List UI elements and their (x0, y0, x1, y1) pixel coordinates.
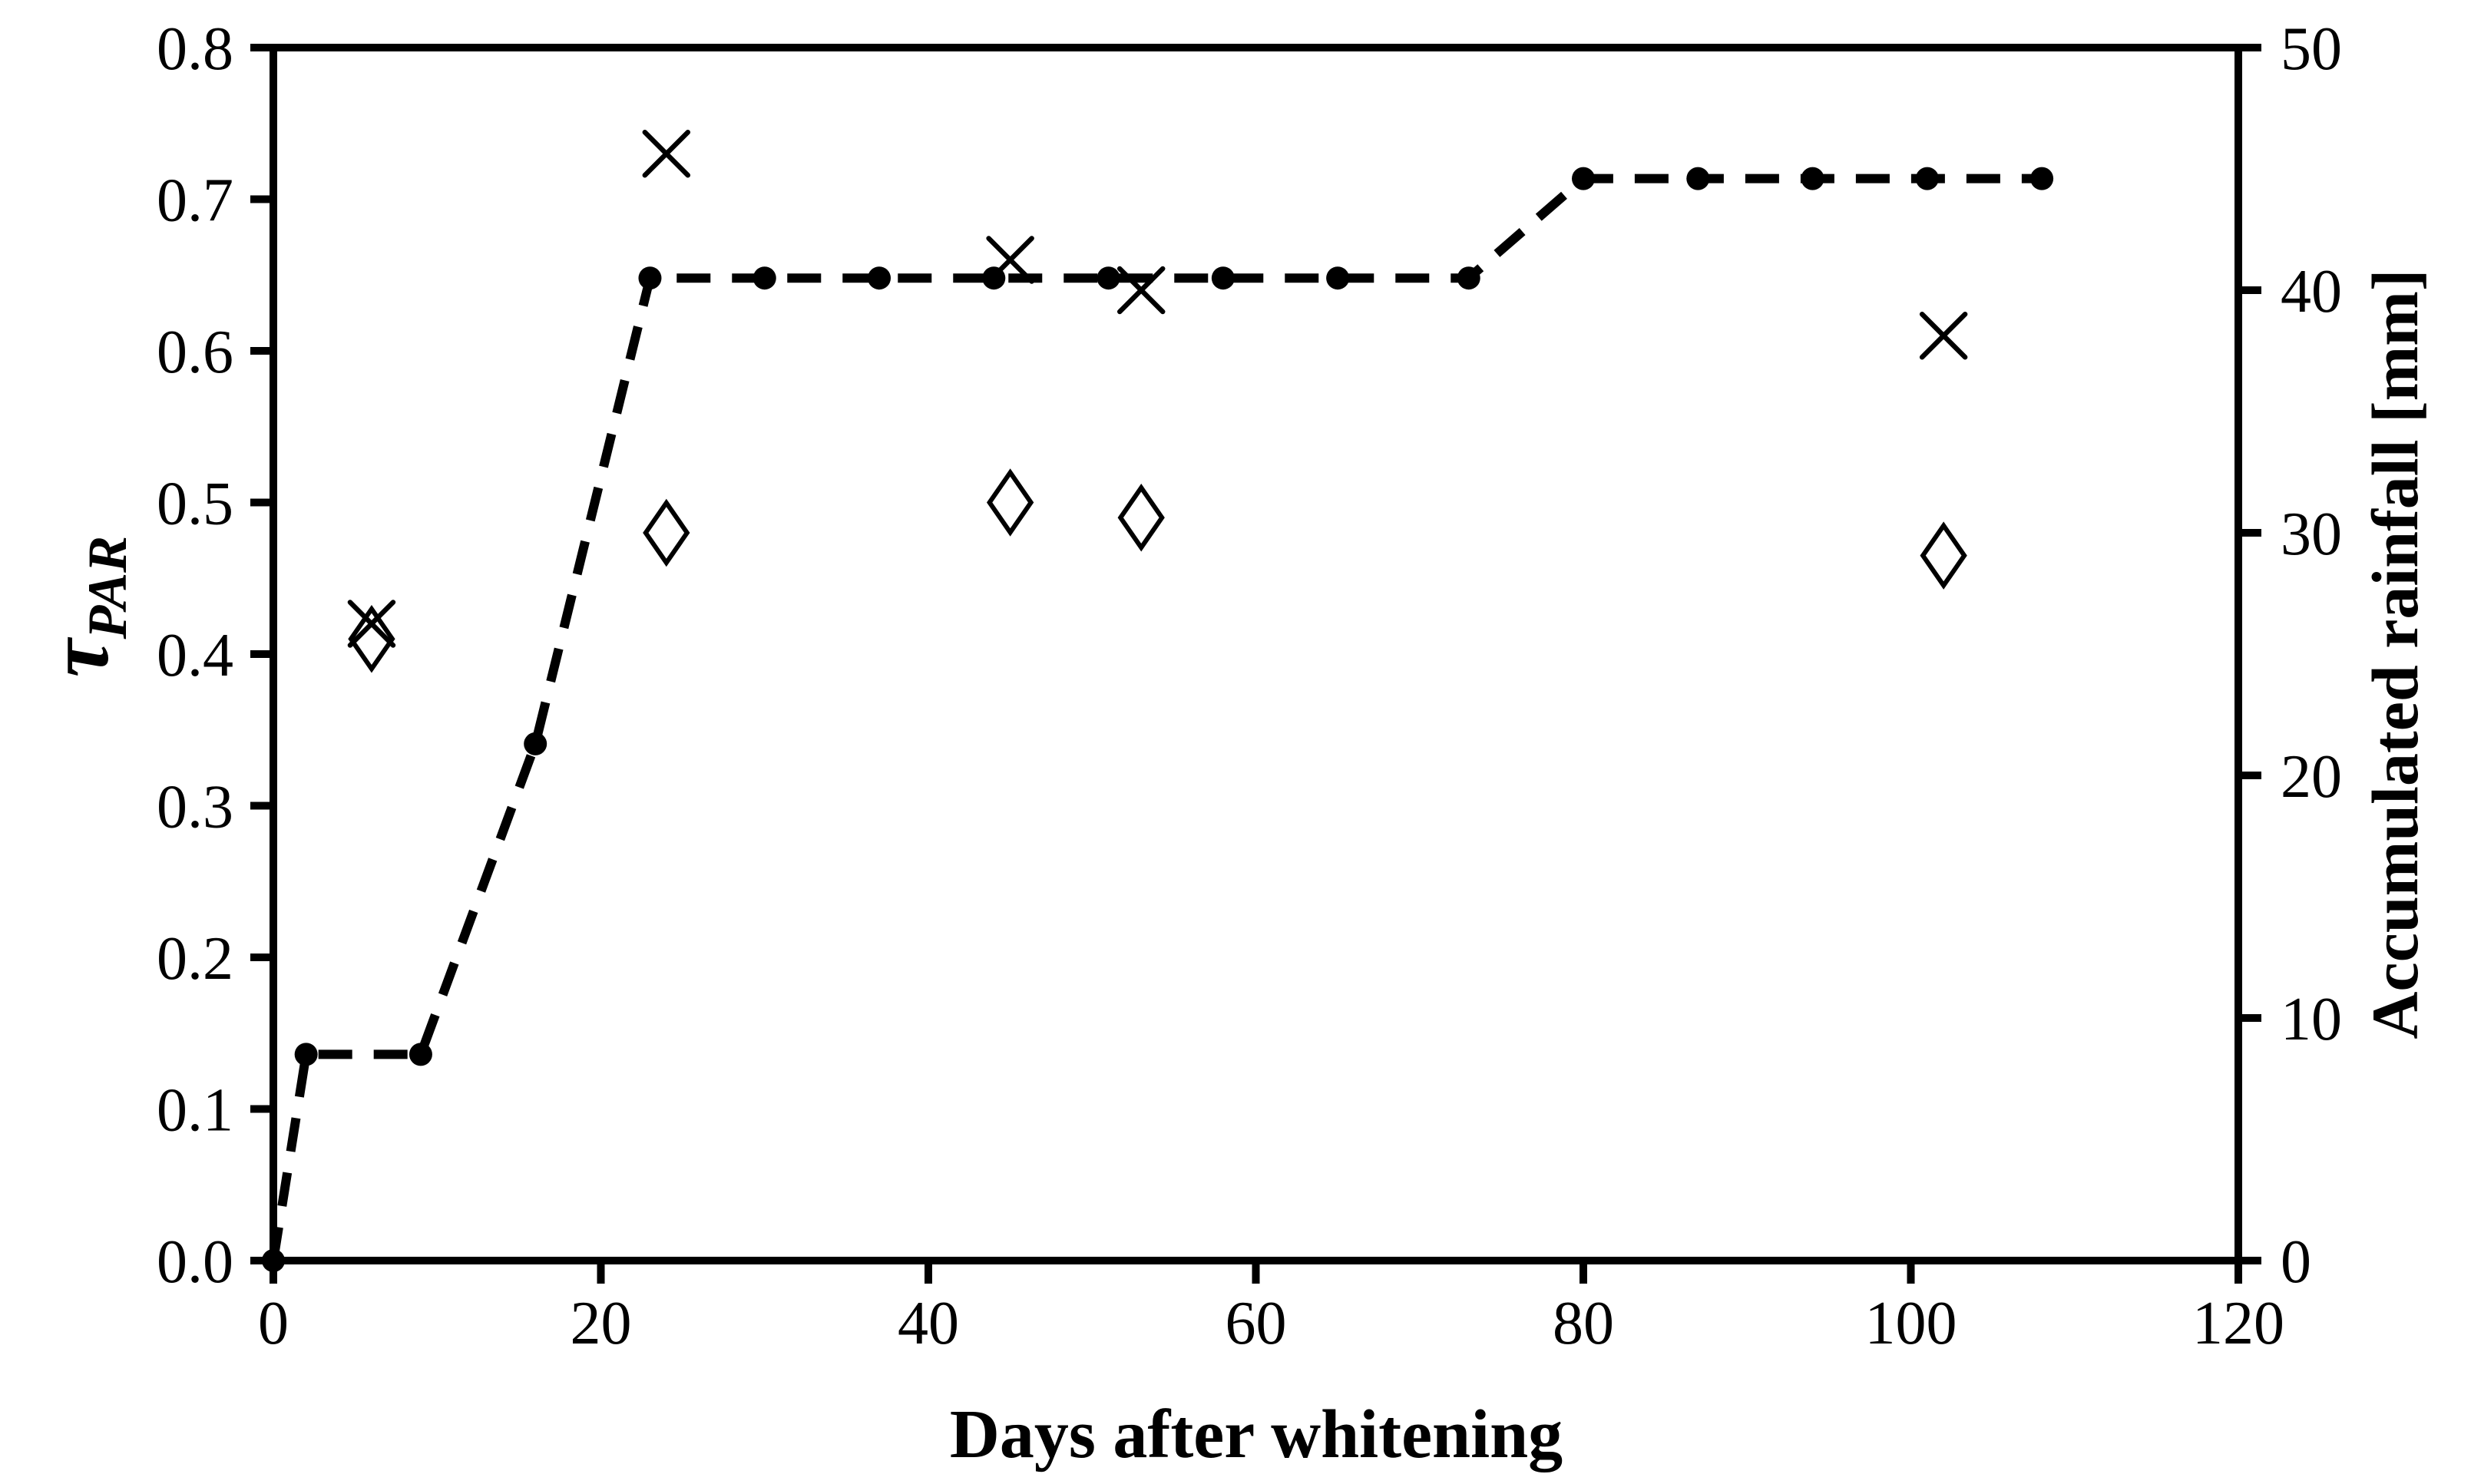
rainfall-marker (524, 732, 547, 755)
tau-diamond-marker (986, 468, 1034, 537)
right-tick-label: 40 (2281, 258, 2342, 326)
tau-diamond-marker (1117, 483, 1165, 552)
tau-diamond-marker (348, 604, 395, 673)
left-tick-label: 0.3 (157, 774, 233, 841)
left-axis-ticks: 0.0 0.1 0.2 0.3 0.4 0.5 0.6 0.7 0.8 (157, 15, 273, 1296)
tau-diamond-marker (643, 498, 690, 567)
left-tick-label: 0.0 (157, 1228, 233, 1296)
left-axis-title-symbol: τ (31, 636, 127, 677)
rainfall-marker (1097, 266, 1120, 290)
rainfall-marker (294, 1043, 318, 1066)
rainfall-marker (1915, 167, 1939, 190)
x-tick-label: 120 (2192, 1290, 2284, 1357)
right-tick-label: 50 (2281, 15, 2342, 83)
tau-x-marker (642, 130, 691, 178)
rainfall-marker (409, 1043, 432, 1066)
tau-x-marker (347, 600, 396, 648)
x-tick-label: 0 (258, 1290, 289, 1357)
x-axis-ticks: 0 20 40 60 80 100 120 (258, 1261, 2284, 1357)
rainfall-marker (1572, 167, 1595, 190)
rainfall-series (262, 167, 2054, 1272)
rainfall-marker (868, 266, 891, 290)
rainfall-marker (638, 266, 662, 290)
tau-x-marker (1116, 266, 1166, 315)
tau-x-marker (986, 236, 1034, 284)
rainfall-marker (1457, 266, 1480, 290)
tau-diamond-marker (1920, 521, 1967, 590)
plot-frame (270, 44, 2242, 1264)
rainfall-marker (2030, 167, 2054, 190)
left-tick-label: 0.4 (157, 622, 233, 689)
left-axis-title-subscript: PAR (77, 536, 138, 640)
tau-x-marker (1919, 312, 1968, 360)
x-tick-label: 100 (1865, 1290, 1957, 1357)
x-tick-label: 40 (898, 1290, 959, 1357)
left-tick-label: 0.8 (157, 15, 233, 83)
left-tick-label: 0.2 (157, 925, 233, 993)
right-axis-ticks: 0 10 20 30 40 50 (2238, 15, 2342, 1296)
rainfall-line (269, 174, 2043, 1261)
x-tick-label: 20 (571, 1290, 632, 1357)
x-tick-label: 60 (1226, 1290, 1287, 1357)
left-tick-label: 0.1 (157, 1077, 233, 1145)
right-tick-label: 0 (2281, 1228, 2311, 1296)
rainfall-marker (1801, 167, 1824, 190)
right-tick-label: 20 (2281, 743, 2342, 811)
x-tick-label: 80 (1553, 1290, 1614, 1357)
right-tick-label: 30 (2281, 501, 2342, 568)
left-tick-label: 0.6 (157, 319, 233, 386)
tau-x-series (347, 130, 1968, 648)
right-tick-label: 10 (2281, 986, 2342, 1053)
rainfall-marker (1326, 266, 1350, 290)
right-axis-title: Accumulated rainfall [mm] (2358, 269, 2432, 1039)
rainfall-marker (1686, 167, 1710, 190)
left-axis-title: τPAR (31, 536, 138, 677)
left-tick-label: 0.7 (157, 167, 233, 235)
x-axis-title: Days after whitening (950, 1396, 1563, 1472)
left-tick-label: 0.5 (157, 471, 233, 538)
rainfall-marker (753, 266, 776, 290)
rainfall-marker (262, 1249, 285, 1272)
rainfall-marker (1211, 266, 1235, 290)
tau-diamond-series (348, 468, 1967, 673)
